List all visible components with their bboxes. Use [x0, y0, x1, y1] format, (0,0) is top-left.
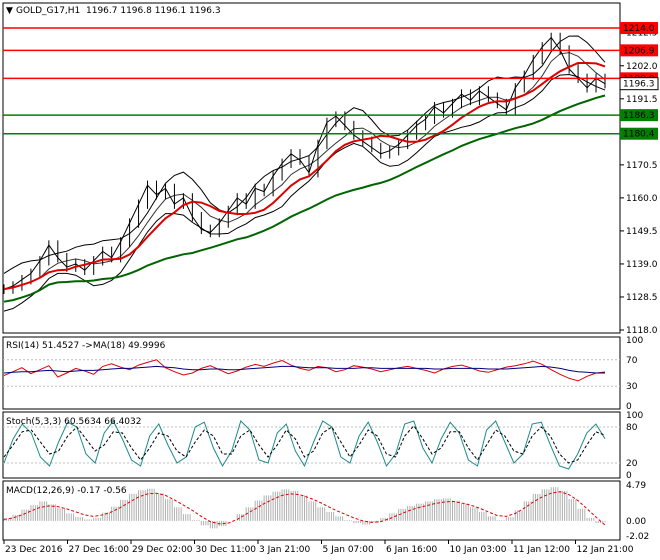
stoch-panel-frame — [2, 411, 621, 479]
time-axis: 23 Dec 2016 27 Dec 16:00 29 Dec 02:00 30 De… — [3, 540, 634, 555]
bollinger-lower-line — [3, 73, 606, 312]
macd-series — [3, 487, 606, 529]
macd-tick-label: 0.00 — [626, 517, 646, 527]
time-tick-label: 11 Jan 12:00 — [513, 545, 570, 555]
rsi-axis: 100 70 30 0 — [3, 336, 643, 412]
price-tick-label: 1128.5 — [626, 293, 658, 303]
level-label: 1186.3 — [623, 111, 655, 121]
macd-header: MACD(12,26,9) -0.17 -0.56 — [6, 486, 127, 496]
macd-signal-line — [3, 491, 606, 526]
price-panel-frame — [2, 2, 621, 334]
stoch-tick-label: 20 — [626, 459, 638, 469]
rsi-tick-label: 0 — [626, 402, 632, 412]
price-tick-label: 1202.0 — [626, 62, 658, 72]
price-line — [3, 36, 606, 290]
rsi-line — [3, 359, 606, 382]
rsi-tick-label: 30 — [626, 382, 638, 392]
current-price-label: 1196.3 — [623, 80, 655, 90]
rsi-tick-label: 100 — [626, 336, 643, 346]
macd-tick-label: -2.02 — [626, 532, 649, 542]
price-tick-label: 1149.5 — [626, 227, 658, 237]
price-series — [3, 32, 606, 312]
stoch-header: Stoch(5,3,3) 60.5634 66.4032 — [6, 417, 141, 427]
rsi-tick-label: 70 — [626, 356, 638, 366]
level-label-box — [620, 22, 658, 35]
stoch-d-line — [3, 424, 606, 464]
level-label-box — [620, 109, 658, 122]
rsi-series — [3, 359, 606, 382]
time-tick-label: 23 Dec 2016 — [5, 545, 63, 555]
stoch-tick-label: 0 — [626, 471, 632, 481]
price-levels — [3, 27, 620, 135]
level-label: 1180.4 — [623, 130, 655, 140]
rsi-panel-frame — [2, 336, 621, 410]
macd-axis: 4.79 0.00 -2.02 — [626, 481, 649, 542]
stoch-tick-label: 80 — [626, 423, 638, 433]
symbol-label: GOLD_G17,H1 — [16, 6, 80, 16]
ohlc-header: 1196.7 1196.8 1196.1 1196.3 — [86, 6, 221, 16]
time-tick-label: 29 Dec 02:00 — [132, 545, 193, 555]
level-label-box — [620, 127, 658, 140]
price-tick-label: 1170.5 — [626, 161, 658, 171]
current-price-box — [619, 77, 659, 91]
price-tick-label: 1191.5 — [626, 95, 658, 105]
level-label: 1206.9 — [623, 46, 655, 56]
level-label: 1214.0 — [623, 24, 655, 34]
level-label-box — [620, 44, 658, 57]
price-tick-label: 1139.0 — [626, 260, 658, 270]
time-tick-label: 10 Jan 03:00 — [450, 545, 507, 555]
price-tick-label: 1118.0 — [626, 326, 658, 336]
rsi-ma-line — [3, 365, 605, 374]
stoch-k-line — [3, 420, 606, 470]
ma-green-line — [3, 94, 606, 303]
stoch-tick-label: 100 — [626, 411, 643, 421]
stoch-series — [3, 420, 606, 470]
stoch-axis: 100 80 20 0 — [3, 411, 643, 481]
price-header-icon: ▼ — [6, 6, 13, 16]
time-tick-label: 30 Dec 11:00 — [196, 545, 257, 555]
time-tick-label: 5 Jan 07:00 — [323, 545, 375, 555]
time-tick-label: 12 Jan 21:00 — [577, 545, 634, 555]
time-tick-label: 27 Dec 16:00 — [69, 545, 130, 555]
time-tick-label: 3 Jan 21:00 — [259, 545, 311, 555]
time-tick-label: 6 Jan 16:00 — [386, 545, 438, 555]
rsi-header: RSI(14) 51.4527 ->MA(18) 49.9996 — [6, 341, 166, 351]
macd-tick-label: 4.79 — [626, 481, 646, 491]
ma-red-line — [3, 62, 606, 291]
price-tick-label: 1160.0 — [626, 194, 658, 204]
